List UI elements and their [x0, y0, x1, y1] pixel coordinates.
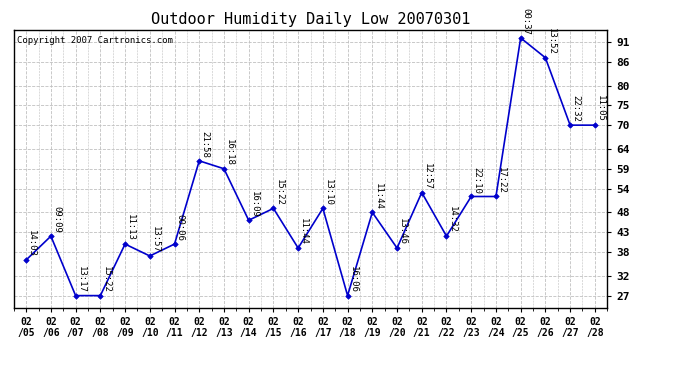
Text: 11:13: 11:13 [126, 214, 135, 241]
Text: 13:10: 13:10 [324, 179, 333, 206]
Text: 00:06: 00:06 [175, 214, 184, 241]
Title: Outdoor Humidity Daily Low 20070301: Outdoor Humidity Daily Low 20070301 [151, 12, 470, 27]
Text: 14:32: 14:32 [448, 207, 457, 233]
Text: 00:37: 00:37 [522, 8, 531, 35]
Text: 11:44: 11:44 [299, 218, 308, 245]
Text: 22:32: 22:32 [571, 96, 580, 122]
Text: 11:05: 11:05 [596, 96, 605, 122]
Text: 13:46: 13:46 [398, 218, 407, 245]
Text: 17:22: 17:22 [497, 167, 506, 194]
Text: 14:03: 14:03 [27, 230, 36, 257]
Text: 13:52: 13:52 [546, 28, 555, 55]
Text: 16:18: 16:18 [225, 139, 234, 166]
Text: 15:22: 15:22 [101, 266, 110, 293]
Text: 12:57: 12:57 [423, 163, 432, 190]
Text: 21:58: 21:58 [200, 131, 209, 158]
Text: 16:06: 16:06 [348, 266, 357, 293]
Text: 13:17: 13:17 [77, 266, 86, 293]
Text: 16:09: 16:09 [250, 190, 259, 217]
Text: 09:09: 09:09 [52, 207, 61, 233]
Text: 13:57: 13:57 [151, 226, 160, 253]
Text: 11:44: 11:44 [373, 183, 382, 210]
Text: Copyright 2007 Cartronics.com: Copyright 2007 Cartronics.com [17, 36, 172, 45]
Text: 15:22: 15:22 [275, 179, 284, 206]
Text: 22:10: 22:10 [472, 167, 481, 194]
